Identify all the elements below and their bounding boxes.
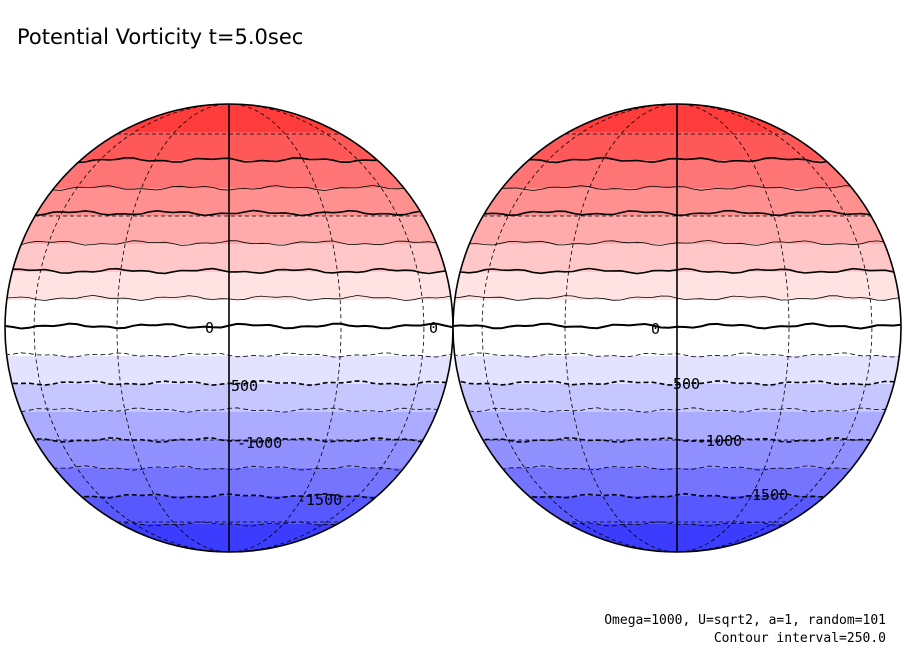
contour-label: 0 [651, 320, 660, 338]
globe-right: 0 500 -1000 -1500 [452, 103, 902, 553]
contour-label: 0 [205, 319, 214, 337]
contour-label: -1500 [743, 486, 788, 504]
contour-label: -1000 [237, 434, 282, 452]
footnote-params: Omega=1000, U=sqrt2, a=1, random=101 [604, 613, 886, 628]
meridian [481, 104, 873, 552]
contour-label: 500 [673, 375, 700, 393]
contour-label: -1000 [697, 432, 742, 450]
globe-outline [452, 103, 902, 553]
meridian [564, 104, 790, 552]
globe-right-fill [453, 104, 901, 552]
globe-left-fill [5, 104, 453, 552]
figure-title: Potential Vorticity t=5.0sec [17, 25, 304, 49]
meridian [116, 104, 342, 552]
contour-label: 500 [231, 377, 258, 395]
footnote-interval: Contour interval=250.0 [713, 631, 886, 646]
contour-label: 0 [429, 319, 438, 337]
meridian [33, 104, 425, 552]
globe-left: 0 0 500 -1000 -1500 [4, 103, 454, 553]
contour-label: -1500 [297, 491, 342, 509]
